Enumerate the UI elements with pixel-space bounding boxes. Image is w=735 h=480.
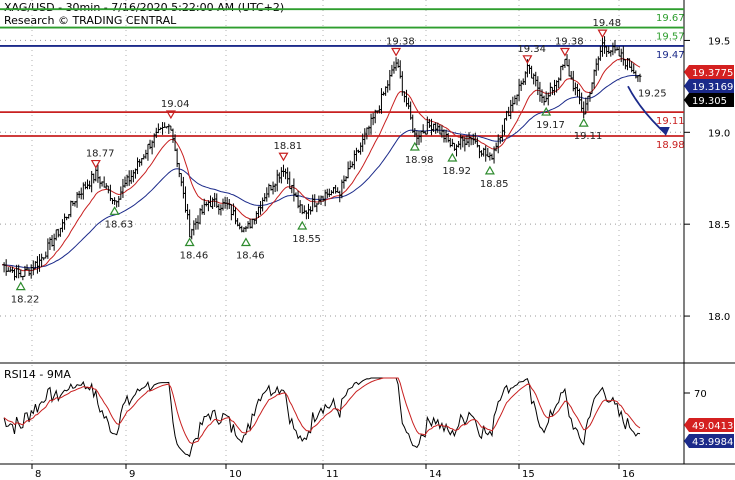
swing-low-marker [184,237,195,247]
forecast-arrowhead [659,126,670,136]
level-label: 19.11 [656,116,685,127]
y-tick-label: 19.5 [708,36,730,47]
rsi-line [3,377,641,458]
x-tick-label: 11 [326,469,339,480]
swing-low-marker [447,152,458,162]
swing-high-marker [165,110,176,120]
y-tick-label: 19.0 [708,128,730,139]
rsi-title: RSI14 - 9MA [4,368,71,381]
swing-low-marker [484,165,495,175]
swing-high-label: 19.38 [555,36,584,47]
x-tick-label: 16 [622,469,635,480]
price-boxes: 19.3775 19.3169 19.305 [684,65,734,107]
swing-high-marker [278,152,289,162]
swing-low-label: 19.11 [574,131,603,142]
swing-low-label: 18.22 [11,295,40,306]
swing-low-label: 18.98 [405,155,434,166]
level-label: 19.57 [656,32,685,43]
levels: 19.67 19.57 19.47 19.11 18.98 [0,8,685,151]
rsi-ma-value: 49.0413 [692,421,733,432]
target-label: 19.25 [638,88,667,99]
swing-high-label: 18.81 [273,141,302,152]
rsi-70-label: 70 [694,389,707,400]
swing-high-label: 18.77 [86,149,115,160]
swing-high-marker [522,55,533,65]
swing-high-label: 19.34 [517,44,546,55]
swing-high-label: 19.48 [592,18,621,29]
swing-low-marker [240,237,251,247]
price-candles [2,36,642,281]
rsi-ma-line [3,377,641,444]
swing-high-marker [559,47,570,57]
swing-low-marker [409,141,420,151]
annotations: 18.22 18.77 18.63 19.04 18.46 18.46 18.81 18.55… [11,18,667,306]
rsi-ma-box: 49.0413 [684,418,734,432]
price-box-label: 19.305 [692,96,727,107]
swing-low-marker [109,206,120,215]
swing-low-marker [15,281,26,291]
price-box [684,65,734,79]
x-tick-label: 14 [429,469,442,480]
level-label: 19.67 [656,13,685,24]
swing-high-label: 19.04 [161,99,190,110]
swing-low-label: 19.17 [536,120,565,131]
swing-low-label: 18.63 [105,219,134,230]
grid [0,0,684,464]
swing-high-marker [90,159,101,169]
swing-low-label: 18.46 [180,251,209,262]
swing-low-label: 18.85 [480,179,509,190]
price-box-label: 19.3775 [692,68,733,79]
level-label: 18.98 [656,140,685,151]
price-box-label: 19.3169 [692,82,733,93]
price-box [684,93,734,107]
swing-high-marker [391,47,402,57]
forecast-line [627,85,666,134]
y-axis-ticks: 19.5 19.0 18.5 18.0 [684,36,730,323]
forecast-path [627,85,670,136]
swing-low-label: 18.46 [236,251,265,262]
chart-title: XAG/USD - 30min - 7/16/2020 5:22:00 AM (… [4,1,284,14]
rsi-value-box: 43.9984 [684,434,734,448]
swing-low-marker [541,106,552,116]
price-box [684,79,734,93]
x-axis-ticks: 8 9 10 11 14 15 16 [31,464,635,480]
swing-high-marker [597,29,608,39]
x-tick-label: 8 [35,469,41,480]
x-tick-label: 15 [522,469,535,480]
y-tick-label: 18.0 [708,312,730,323]
rsi-lines [3,377,641,458]
swing-low-label: 18.55 [292,234,321,245]
x-tick-label: 9 [129,469,135,480]
rsi-value: 43.9984 [692,437,733,448]
x-tick-label: 10 [229,469,242,480]
swing-high-label: 19.38 [386,36,415,47]
swing-low-label: 18.92 [442,166,471,177]
level-label: 19.47 [656,50,685,61]
y-tick-label: 18.5 [708,220,730,231]
swing-low-marker [297,220,308,230]
chart-source: Research © TRADING CENTRAL [4,14,177,27]
swing-low-marker [578,117,589,127]
